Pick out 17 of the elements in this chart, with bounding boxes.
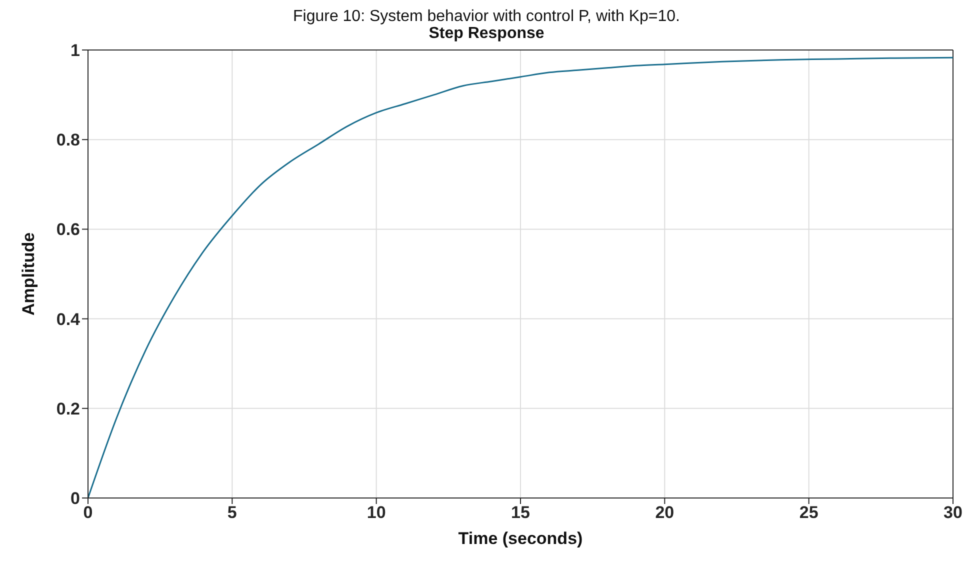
y-tick-label: 0.8 bbox=[56, 130, 80, 150]
x-tick-label: 0 bbox=[83, 503, 93, 522]
x-tick-label: 15 bbox=[511, 503, 530, 522]
y-tick-label: 0.2 bbox=[56, 399, 80, 418]
y-axis-title: Amplitude bbox=[19, 232, 38, 316]
x-tick-label: 25 bbox=[799, 503, 818, 522]
x-tick-label: 30 bbox=[944, 503, 962, 522]
y-tick-label: 0.6 bbox=[56, 220, 80, 240]
chart-title: Figure 10: System behavior with control P, with Kp=10. bbox=[292, 8, 681, 26]
x-tick-label: 5 bbox=[227, 503, 237, 522]
chart-subtitle: Step Response bbox=[428, 25, 546, 42]
x-tick-label: 20 bbox=[655, 503, 674, 522]
y-tick-label: 0.4 bbox=[56, 310, 81, 329]
y-tick-label: 1 bbox=[70, 41, 80, 60]
x-tick-label: 10 bbox=[366, 503, 386, 522]
x-axis-title: Time (seconds) bbox=[458, 529, 583, 548]
y-tick-label: 0 bbox=[70, 489, 80, 508]
